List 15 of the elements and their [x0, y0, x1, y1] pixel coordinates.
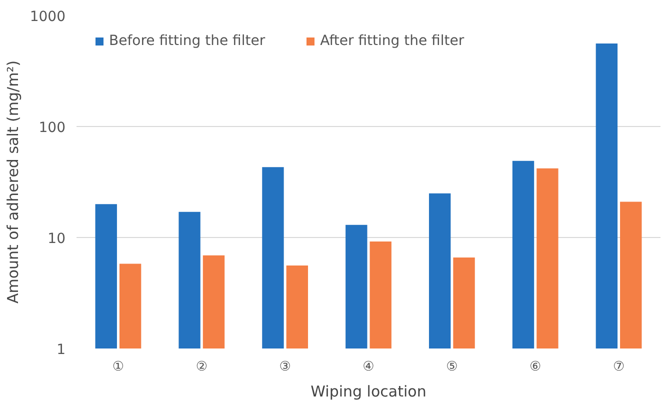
y-tick-label: 10 — [48, 231, 66, 247]
y-tick-label: 1 — [56, 342, 66, 358]
legend-label: After fitting the filter — [320, 33, 464, 49]
x-tick-label: ④ — [362, 360, 374, 374]
x-tick-label: ① — [112, 360, 124, 374]
x-tick-label: ⑥ — [530, 360, 542, 374]
x-tick-label: ⑤ — [446, 360, 458, 374]
y-axis-title: Amount of adhered salt (mg/m²) — [4, 60, 22, 304]
x-tick-label: ⑦ — [612, 360, 625, 374]
y-tick-label: 1000 — [30, 9, 66, 25]
legend-label: Before fitting the filter — [109, 33, 266, 49]
x-tick-label: ③ — [279, 360, 291, 374]
x-tick-label: ② — [196, 360, 208, 374]
y-tick-label: 100 — [38, 120, 66, 136]
x-axis-title: Wiping location — [310, 382, 426, 400]
